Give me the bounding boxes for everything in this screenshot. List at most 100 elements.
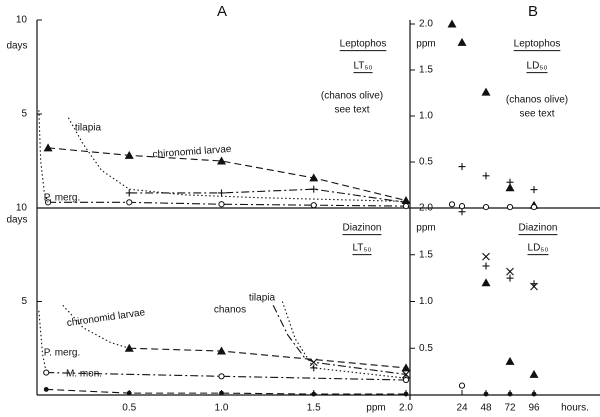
marker [457, 37, 467, 46]
marker [309, 358, 318, 367]
chart-title: Diazinon [519, 223, 558, 234]
marker-stroke [309, 358, 318, 367]
marker [125, 189, 133, 197]
x-tick-label: 0.5 [122, 403, 136, 414]
y-tick-label: 1.5 [419, 65, 433, 76]
marker [505, 183, 515, 192]
annotation: see text [334, 105, 369, 116]
y-axis-label: days [6, 41, 27, 52]
marker [217, 156, 226, 165]
marker [530, 282, 538, 291]
marker [506, 274, 514, 282]
x-tick-label: 72 [504, 403, 516, 414]
marker [219, 390, 224, 396]
series-label: chanos [214, 305, 246, 316]
marker [310, 185, 318, 193]
series-line [38, 310, 47, 373]
annotation: (chanos olive) [506, 95, 568, 106]
y-tick-label: 10 [16, 15, 28, 26]
chart-subtitle: LD₅₀ [528, 243, 549, 254]
series-line [129, 347, 407, 369]
x-tick-label: 2.0 [399, 403, 413, 414]
marker [458, 163, 466, 171]
marker [530, 186, 538, 194]
marker [217, 346, 226, 355]
x-axis-label: hours. [561, 403, 589, 414]
marker [43, 143, 53, 152]
marker [218, 373, 225, 380]
marker [482, 262, 490, 270]
y-axis-label: ppm [416, 39, 435, 50]
marker [124, 150, 134, 159]
series-label: chironomid larvae [152, 144, 232, 161]
marker [505, 356, 515, 365]
x-tick-label: 1.0 [215, 403, 229, 414]
marker [402, 376, 410, 384]
marker [43, 386, 49, 392]
chart-title: Leptophos [514, 39, 561, 50]
y-tick-label: 1.0 [419, 296, 433, 307]
marker [482, 172, 490, 180]
marker [507, 391, 513, 397]
series-line [46, 388, 406, 395]
marker [43, 369, 50, 376]
marker [126, 390, 132, 396]
marker [458, 203, 466, 210]
series-line [48, 201, 407, 207]
marker [401, 363, 411, 372]
y-tick-label: 2.0 [419, 203, 433, 214]
series-label: M. mon. [66, 369, 102, 380]
marker-stroke [402, 370, 410, 379]
panel-label: A [217, 3, 227, 20]
marker [447, 19, 457, 28]
y-tick-label: 0.5 [419, 343, 433, 354]
marker [311, 391, 317, 397]
chart-title: Leptophos [340, 39, 387, 50]
chart-title: Diazinon [343, 223, 382, 234]
marker [506, 267, 514, 276]
marker [529, 369, 539, 378]
y-tick-label: 1.5 [419, 249, 433, 260]
marker [310, 202, 317, 209]
marker [506, 178, 514, 186]
series-line [67, 117, 407, 202]
series-line [129, 188, 407, 203]
series-line [272, 304, 407, 375]
marker-stroke [506, 267, 514, 276]
marker [402, 203, 410, 210]
marker [218, 189, 225, 197]
y-axis-label: ppm [416, 223, 435, 234]
y-axis-label: days [6, 215, 27, 226]
marker [402, 370, 410, 379]
series-line [48, 147, 407, 202]
y-tick-label: 5 [21, 109, 27, 120]
chart-subtitle: LT₅₀ [353, 61, 372, 72]
marker [506, 203, 514, 211]
chart-subtitle: LT₅₀ [352, 243, 371, 254]
marker [458, 382, 466, 389]
series-line [281, 301, 407, 379]
marker-stroke [530, 282, 538, 291]
panel-label: B [528, 3, 538, 20]
marker [309, 173, 319, 182]
y-tick-label: 1.0 [419, 111, 433, 122]
marker [126, 199, 133, 206]
y-tick-label: 10 [16, 203, 28, 214]
x-tick-label: 24 [456, 403, 468, 414]
marker [124, 343, 134, 352]
series-label: chironomid larvae [66, 307, 146, 329]
marker [481, 278, 491, 287]
marker [482, 203, 490, 211]
marker [218, 201, 225, 208]
marker [403, 391, 409, 397]
marker [482, 252, 490, 261]
series-label: P. merg. [44, 193, 81, 204]
marker [448, 201, 456, 208]
marker [310, 364, 318, 372]
series-label: tilapia [249, 293, 276, 304]
marker [483, 391, 489, 397]
y-tick-label: 0.5 [419, 157, 433, 168]
marker [458, 208, 466, 216]
series-line [38, 110, 49, 203]
marker [531, 391, 537, 397]
